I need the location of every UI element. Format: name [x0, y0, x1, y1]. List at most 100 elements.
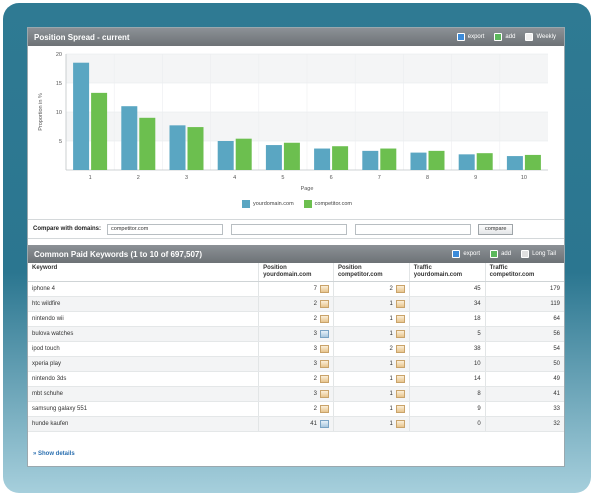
- long-tail-button[interactable]: Long Tail: [521, 250, 556, 258]
- y-tick-label: 10: [56, 110, 62, 116]
- x-tick-label: 8: [426, 175, 429, 181]
- chart-legend: yourdomain.com competitor.com: [242, 200, 352, 208]
- bar-yourdomain: [73, 62, 90, 171]
- serp-snapshot-icon[interactable]: [395, 390, 405, 398]
- serp-snapshot-icon[interactable]: [319, 315, 329, 323]
- serp-snapshot-icon[interactable]: [395, 330, 405, 338]
- serp-snapshot-icon[interactable]: [395, 420, 405, 428]
- position-yourdomain-cell: 2: [258, 371, 334, 387]
- legend-item-competitor: competitor.com: [303, 200, 352, 208]
- bar-competitor: [235, 138, 252, 170]
- compare-domain-input-1[interactable]: [107, 223, 224, 235]
- col-position-yourdomain[interactable]: Position yourdomain.com: [258, 263, 334, 282]
- bar-competitor: [476, 153, 493, 170]
- traffic-yourdomain-cell: 18: [408, 311, 486, 327]
- position-spread-header: Position Spread - current export add Wee…: [28, 28, 564, 46]
- position-competitor-cell: 1: [332, 296, 410, 312]
- serp-snapshot-icon[interactable]: [395, 300, 405, 308]
- table-row: nintendo 3ds 2 1 14 49: [28, 371, 564, 387]
- y-axis-label: Proportion in %: [38, 93, 44, 131]
- paid-keywords-title: Common Paid Keywords (1 to 10 of 697,507…: [34, 249, 203, 259]
- position-competitor-cell: 2: [332, 281, 410, 297]
- bar-competitor: [428, 150, 445, 170]
- x-tick-label: 9: [474, 175, 477, 181]
- traffic-competitor-cell: 32: [484, 416, 564, 432]
- traffic-yourdomain-cell: 9: [408, 401, 486, 417]
- compare-domain-input-3[interactable]: [355, 223, 472, 235]
- keyword-cell[interactable]: iphone 4: [28, 281, 259, 297]
- serp-snapshot-icon[interactable]: [395, 315, 405, 323]
- position-yourdomain-cell: 2: [258, 311, 334, 327]
- bar-competitor: [91, 92, 108, 170]
- add-icon: [490, 250, 499, 258]
- serp-snapshot-icon[interactable]: [319, 420, 329, 428]
- serp-snapshot-icon[interactable]: [395, 345, 405, 353]
- legend-item-yourdomain: yourdomain.com: [242, 200, 294, 208]
- traffic-yourdomain-cell: 14: [408, 371, 486, 387]
- position-spread-title: Position Spread - current: [34, 32, 130, 42]
- bar-competitor: [187, 127, 204, 170]
- position-yourdomain-cell: 3: [258, 341, 334, 357]
- legend-swatch: [242, 200, 250, 208]
- keyword-cell[interactable]: hunde kaufen: [28, 416, 259, 432]
- x-tick-label: 6: [330, 175, 333, 181]
- spread-weekly-button[interactable]: Weekly: [525, 33, 556, 41]
- keyword-cell[interactable]: ipod touch: [28, 341, 259, 357]
- serp-snapshot-icon[interactable]: [319, 375, 329, 383]
- table-row: mbt schuhe 3 1 8 41: [28, 386, 564, 402]
- show-details-link[interactable]: » Show details: [33, 451, 75, 457]
- keyword-cell[interactable]: nintendo 3ds: [28, 371, 259, 387]
- x-tick-label: 1: [89, 175, 92, 181]
- col-position-competitor[interactable]: Position competitor.com: [332, 263, 410, 282]
- keywords-export-button[interactable]: export: [452, 250, 480, 258]
- spread-add-button[interactable]: add: [494, 33, 515, 41]
- serp-snapshot-icon[interactable]: [395, 375, 405, 383]
- bar-yourdomain: [314, 148, 331, 170]
- serp-snapshot-icon[interactable]: [395, 405, 405, 413]
- main-panel: Position Spread - current export add Wee…: [27, 27, 565, 467]
- position-yourdomain-cell: 3: [258, 326, 334, 342]
- position-competitor-cell: 1: [332, 371, 410, 387]
- bar-competitor: [283, 142, 300, 170]
- keyword-cell[interactable]: mbt schuhe: [28, 386, 259, 402]
- compare-domains-bar: Compare with domains: compare: [28, 219, 564, 239]
- serp-snapshot-icon[interactable]: [319, 345, 329, 353]
- spread-export-button[interactable]: export: [456, 33, 484, 41]
- traffic-yourdomain-cell: 38: [408, 341, 486, 357]
- position-yourdomain-cell: 2: [258, 296, 334, 312]
- paid-keywords-table: Keyword Position yourdomain.com Position c…: [28, 263, 564, 432]
- serp-snapshot-icon[interactable]: [319, 405, 329, 413]
- serp-snapshot-icon[interactable]: [319, 300, 329, 308]
- table-row: xperia play 3 1 10 50: [28, 356, 564, 372]
- keyword-cell[interactable]: bulova watches: [28, 326, 259, 342]
- keyword-cell[interactable]: nintendo wii: [28, 311, 259, 327]
- compare-button[interactable]: compare: [478, 223, 514, 235]
- calendar-icon: [525, 33, 534, 41]
- col-traffic-yourdomain[interactable]: Traffic yourdomain.com: [408, 263, 486, 282]
- keyword-cell[interactable]: samsung galaxy 551: [28, 401, 259, 417]
- serp-snapshot-icon[interactable]: [319, 360, 329, 368]
- serp-snapshot-icon[interactable]: [319, 330, 329, 338]
- traffic-competitor-cell: 64: [484, 311, 564, 327]
- y-tick-label: 20: [56, 52, 62, 58]
- traffic-competitor-cell: 49: [484, 371, 564, 387]
- bar-yourdomain: [217, 141, 234, 170]
- bar-competitor: [524, 154, 541, 170]
- traffic-yourdomain-cell: 8: [408, 386, 486, 402]
- bar-yourdomain: [169, 125, 186, 170]
- col-traffic-competitor[interactable]: Traffic competitor.com: [484, 263, 564, 282]
- serp-snapshot-icon[interactable]: [319, 285, 329, 293]
- keyword-cell[interactable]: xperia play: [28, 356, 259, 372]
- serp-snapshot-icon[interactable]: [395, 285, 405, 293]
- serp-snapshot-icon[interactable]: [319, 390, 329, 398]
- keywords-add-button[interactable]: add: [490, 250, 511, 258]
- serp-snapshot-icon[interactable]: [395, 360, 405, 368]
- keyword-cell[interactable]: htc wildfire: [28, 296, 259, 312]
- bar-competitor: [332, 146, 349, 170]
- position-spread-chart: 1 2 3 4 5 6 7 8 9 10 5 10 15 20 Page Proportion in %: [38, 52, 548, 192]
- compare-domain-input-2[interactable]: [231, 223, 348, 235]
- legend-swatch: [303, 200, 312, 208]
- table-row: ipod touch 3 2 38 54: [28, 341, 564, 357]
- bar-competitor: [139, 117, 156, 170]
- col-keyword[interactable]: Keyword: [28, 263, 259, 282]
